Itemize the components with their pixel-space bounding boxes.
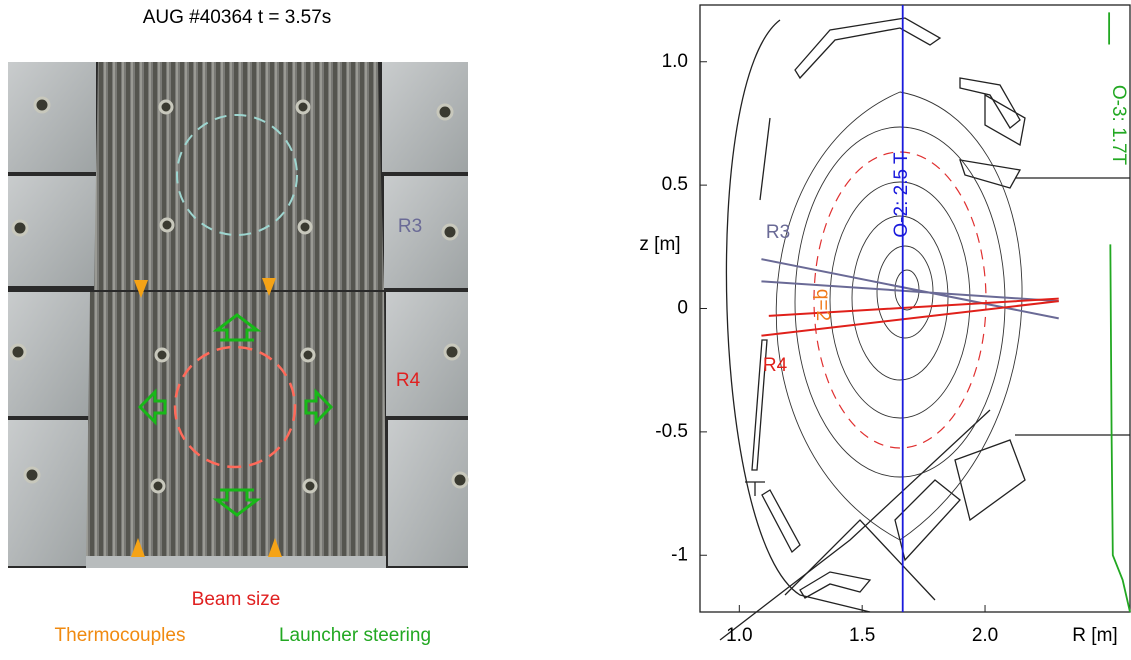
x-axis-label: R [m]: [1072, 625, 1117, 646]
photo: [8, 62, 468, 568]
y-tick-label: 0: [677, 298, 688, 319]
legend-text: Launcher steering: [279, 625, 431, 646]
series-label: O-2: 2.5 T: [891, 152, 912, 238]
y-tick-label: 1.0: [662, 51, 688, 72]
beam-label: R3: [398, 216, 422, 237]
y-tick-label: -0.5: [655, 421, 688, 442]
series-line: [761, 299, 1058, 336]
series-label: O-3: 1.7T: [1108, 85, 1129, 166]
annotation: q=2: [812, 289, 833, 321]
legend-text: Beam size: [192, 589, 281, 610]
y-tick-label: -1: [671, 544, 688, 565]
beam-label: R4: [396, 370, 421, 391]
photo-title: AUG #40364 t = 3.57s: [143, 7, 332, 28]
figure: AUG #40364 t = 3.57s: [0, 0, 1131, 655]
series-label: R3: [766, 222, 790, 243]
series-label: R4: [763, 355, 788, 376]
vessel: [700, 5, 1130, 640]
x-tick-label: 1.5: [849, 625, 875, 646]
y-tick-label: 0.5: [662, 174, 688, 195]
x-tick-label: 1.0: [726, 625, 752, 646]
legend-text: Thermocouples: [55, 625, 186, 646]
y-axis-label: z [m]: [639, 234, 680, 255]
x-tick-label: 2.0: [972, 625, 998, 646]
